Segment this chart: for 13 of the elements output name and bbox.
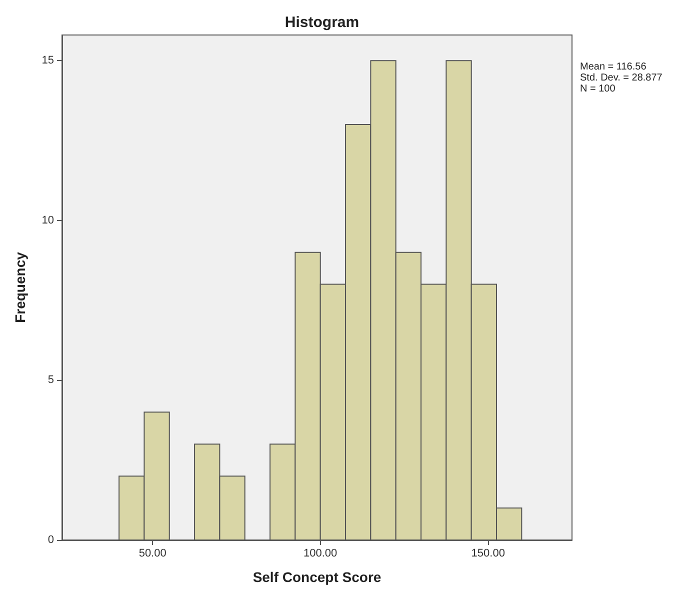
y-tick-label: 0 bbox=[48, 534, 54, 546]
x-tick-label: 150.00 bbox=[471, 548, 505, 560]
text: Mean = 116.56 bbox=[580, 62, 647, 72]
text: N = 100 bbox=[580, 84, 616, 94]
x-tick-label: 50.00 bbox=[138, 548, 166, 560]
y-axis-title: Frequency bbox=[12, 252, 28, 323]
y-tick-label: 5 bbox=[48, 374, 54, 386]
chart-title: Histogram bbox=[284, 14, 360, 31]
x-tick-label: 100.00 bbox=[304, 548, 338, 560]
text: Std. Dev. = 28.877 bbox=[580, 72, 663, 84]
y-tick-label: 15 bbox=[42, 54, 54, 67]
x-axis-title: Self Concept Score bbox=[252, 569, 382, 585]
y-tick-label: 10 bbox=[42, 214, 54, 226]
